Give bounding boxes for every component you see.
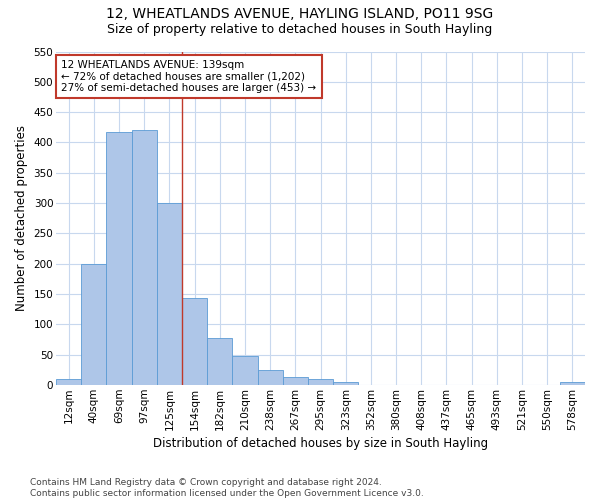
Bar: [157, 203, 182, 385]
Y-axis label: Number of detached properties: Number of detached properties: [15, 126, 28, 312]
Bar: [283, 378, 308, 385]
Bar: [131, 130, 157, 385]
Bar: [333, 382, 358, 385]
Bar: [81, 264, 106, 385]
Bar: [257, 370, 283, 385]
Bar: [560, 382, 585, 385]
Text: Size of property relative to detached houses in South Hayling: Size of property relative to detached ho…: [107, 22, 493, 36]
Bar: [308, 379, 333, 385]
Bar: [232, 356, 257, 385]
Text: Contains HM Land Registry data © Crown copyright and database right 2024.
Contai: Contains HM Land Registry data © Crown c…: [30, 478, 424, 498]
Text: 12 WHEATLANDS AVENUE: 139sqm
← 72% of detached houses are smaller (1,202)
27% of: 12 WHEATLANDS AVENUE: 139sqm ← 72% of de…: [61, 60, 316, 93]
X-axis label: Distribution of detached houses by size in South Hayling: Distribution of detached houses by size …: [153, 437, 488, 450]
Bar: [207, 338, 232, 385]
Bar: [106, 132, 131, 385]
Bar: [56, 379, 81, 385]
Bar: [182, 298, 207, 385]
Text: 12, WHEATLANDS AVENUE, HAYLING ISLAND, PO11 9SG: 12, WHEATLANDS AVENUE, HAYLING ISLAND, P…: [106, 8, 494, 22]
